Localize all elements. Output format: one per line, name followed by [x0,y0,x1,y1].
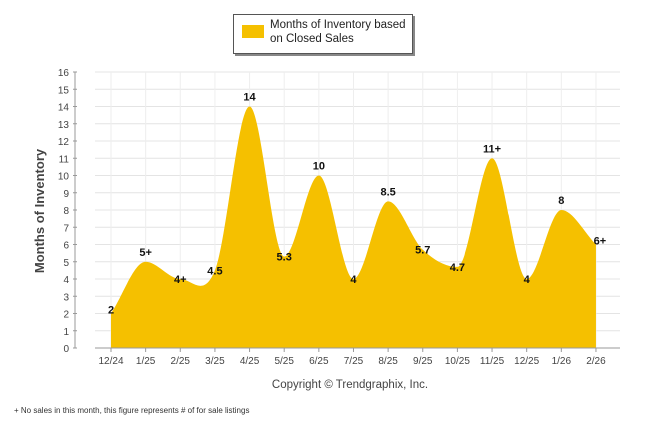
y-tick-label: 12 [58,137,70,148]
data-label: 8 [558,195,564,207]
data-label: 4.5 [207,265,222,277]
x-tick-label: 1/25 [136,356,156,367]
x-tick-label: 5/25 [274,356,294,367]
y-tick-label: 15 [58,85,70,96]
data-label: 5.3 [277,252,292,264]
data-label: 4 [350,274,357,286]
x-tick-label: 12/25 [514,356,539,367]
y-tick-label: 3 [63,292,69,303]
x-tick-label: 4/25 [240,356,260,367]
data-labels: 2 5+ 4+ 4.5 14 5.3 10 4 8.5 5.7 4.7 11+ 4 8 6+ [108,92,606,317]
data-label: 2 [108,305,114,317]
area-series [111,106,596,348]
data-label: 4+ [174,274,187,286]
data-label: 6+ [594,236,607,248]
data-label: 14 [243,92,256,104]
y-tick-label: 8 [63,206,69,217]
x-axis-ticks: 12/24 1/25 2/25 3/25 4/25 5/25 6/25 7/25 8/25 9/2… [98,348,606,367]
y-tick-label: 14 [58,103,70,114]
x-tick-label: 2/26 [586,356,606,367]
legend-swatch [242,25,264,38]
x-tick-label: 9/25 [413,356,433,367]
y-tick-label: 10 [58,172,70,183]
x-tick-label: 7/25 [344,356,364,367]
data-label: 4 [524,274,531,286]
legend: Months of Inventory based on Closed Sale… [233,14,413,54]
x-tick-label: 8/25 [378,356,398,367]
legend-label: Months of Inventory based on Closed Sale… [270,19,406,45]
x-tick-label: 1/26 [552,356,572,367]
y-tick-label: 5 [63,258,69,269]
x-tick-label: 12/24 [98,356,123,367]
data-label: 10 [313,161,325,173]
y-tick-label: 7 [63,223,69,234]
y-tick-label: 1 [63,327,69,338]
x-tick-label: 3/25 [205,356,225,367]
data-label: 8.5 [380,186,395,198]
x-tick-label: 6/25 [309,356,329,367]
x-tick-label: 11/25 [480,356,505,367]
data-label: 5.7 [415,245,430,257]
y-tick-label: 16 [58,68,70,79]
x-tick-label: 10/25 [445,356,470,367]
y-axis-title: Months of Inventory [32,148,47,273]
y-tick-label: 6 [63,241,69,252]
copyright-text: Copyright © Trendgraphix, Inc. [272,379,428,391]
y-tick-label: 4 [63,275,69,286]
y-tick-label: 13 [58,120,70,131]
x-tick-label: 2/25 [171,356,191,367]
y-tick-label: 0 [63,344,69,355]
footnote: + No sales in this month, this figure re… [14,406,250,415]
y-tick-label: 9 [63,189,69,200]
data-label: 5+ [139,247,152,259]
y-tick-label: 11 [59,154,70,165]
data-label: 11+ [483,143,501,155]
data-label: 4.7 [450,262,465,274]
y-tick-label: 2 [63,310,69,321]
